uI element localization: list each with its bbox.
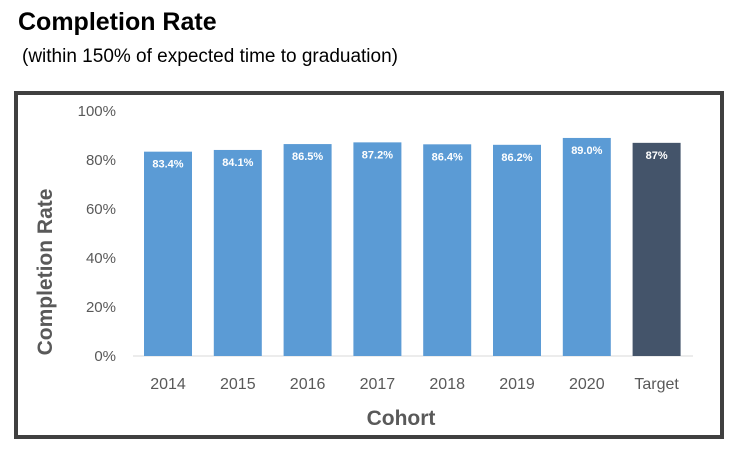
chart-subtitle: (within 150% of expected time to graduat… (22, 46, 398, 67)
chart-frame (14, 91, 724, 439)
x-tick-label: 2015 (220, 376, 256, 393)
data-label: 87.2% (362, 149, 393, 161)
x-tick-label: 2019 (499, 376, 535, 393)
data-label: 86.5% (292, 151, 323, 163)
bar-2018 (423, 144, 472, 356)
bar-2014 (144, 151, 192, 356)
y-axis-title: Completion Rate (34, 189, 57, 356)
x-tick-label: Target (634, 376, 679, 393)
x-axis-title: Cohort (367, 407, 436, 430)
bar-2019 (493, 144, 541, 356)
x-tick-label: 2018 (429, 376, 465, 393)
data-label: 86.2% (501, 152, 532, 164)
x-tick-label: 2020 (569, 376, 605, 393)
y-tick-label: 40% (86, 250, 116, 267)
data-label: 84.1% (222, 157, 253, 169)
data-label: 86.4% (432, 151, 463, 163)
bar-target (632, 142, 681, 356)
y-tick-label: 100% (78, 103, 116, 120)
x-tick-label: 2017 (360, 376, 396, 393)
data-label: 89.0% (571, 145, 602, 157)
data-label: 83.4% (152, 159, 183, 171)
bar-2017 (353, 142, 402, 356)
bar-2015 (213, 149, 262, 356)
y-tick-label: 80% (86, 152, 116, 169)
y-tick-label: 60% (86, 201, 116, 218)
chart-title: Completion Rate (18, 8, 217, 36)
x-tick-label: 2016 (290, 376, 326, 393)
data-label: 87% (646, 150, 668, 162)
x-tick-label: 2014 (150, 376, 186, 393)
bar-2020 (562, 137, 611, 356)
y-tick-label: 20% (86, 299, 116, 316)
bar-2016 (283, 144, 332, 356)
y-tick-label: 0% (94, 348, 116, 365)
